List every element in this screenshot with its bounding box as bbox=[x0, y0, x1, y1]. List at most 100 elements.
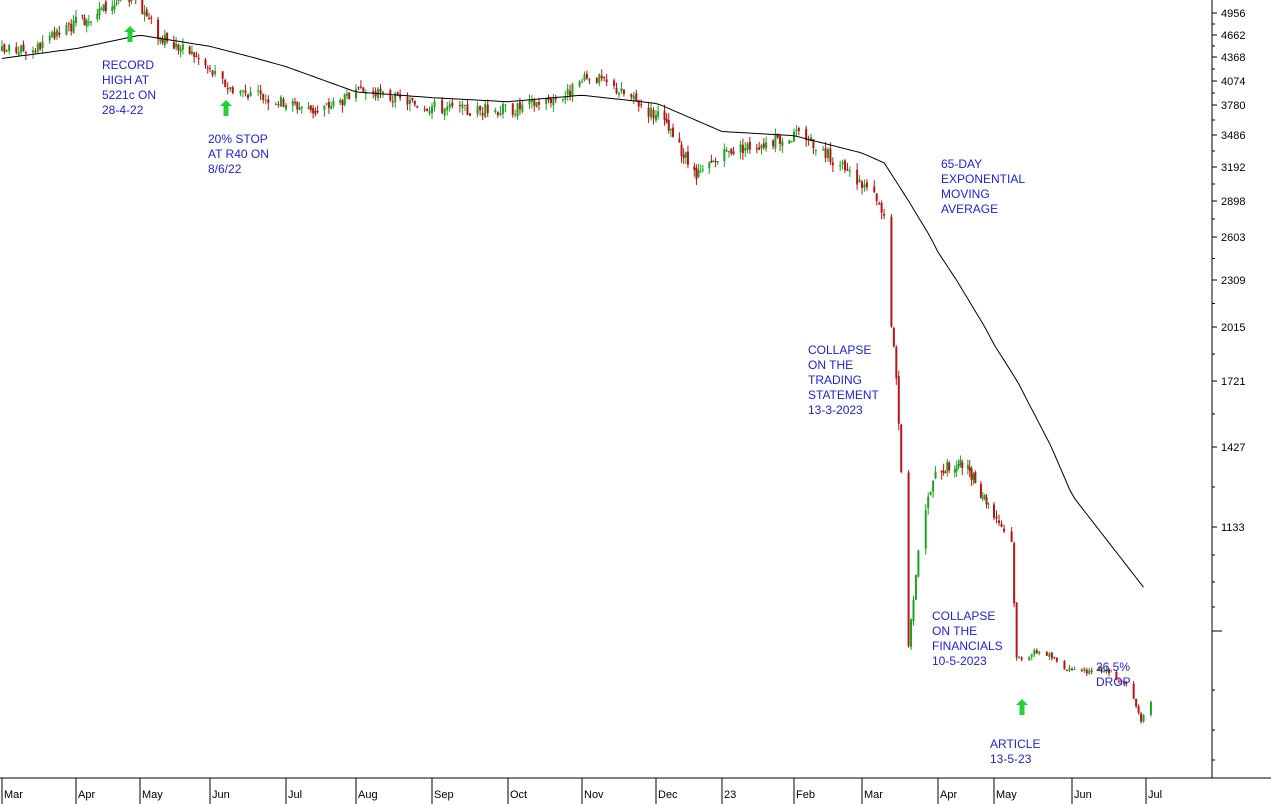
candle-body bbox=[141, 0, 144, 14]
candle bbox=[244, 84, 247, 97]
candle bbox=[701, 164, 704, 173]
candle bbox=[262, 93, 265, 104]
candle-body bbox=[1103, 671, 1106, 673]
candle-body bbox=[873, 186, 876, 193]
candle-body bbox=[961, 462, 964, 469]
candle bbox=[955, 460, 958, 477]
candle-body bbox=[613, 80, 616, 87]
candle-body bbox=[197, 57, 200, 59]
candle bbox=[345, 89, 348, 100]
candle bbox=[657, 105, 660, 120]
candle bbox=[739, 140, 742, 160]
candle bbox=[897, 370, 900, 431]
candle bbox=[479, 105, 482, 116]
candle-body bbox=[150, 17, 153, 19]
y-tick-label: 1427 bbox=[1221, 442, 1245, 454]
candle-body bbox=[229, 87, 232, 90]
candle bbox=[1010, 526, 1013, 543]
up-arrow-icon bbox=[124, 26, 136, 42]
candle bbox=[585, 70, 588, 80]
candle-body bbox=[940, 470, 943, 473]
candle bbox=[655, 109, 657, 123]
candle bbox=[341, 99, 344, 113]
candle bbox=[307, 102, 310, 110]
candle-body bbox=[249, 92, 252, 97]
annotation-text: HIGH AT bbox=[102, 73, 150, 87]
candle bbox=[75, 9, 77, 27]
candle-body bbox=[678, 138, 681, 143]
candle bbox=[934, 466, 937, 480]
x-tick-label: Mar bbox=[864, 789, 883, 801]
candle-body bbox=[1120, 680, 1123, 682]
y-tick-label: 2015 bbox=[1221, 322, 1245, 334]
candle-body bbox=[723, 148, 726, 161]
candle-body bbox=[640, 104, 643, 106]
candle-body bbox=[746, 143, 749, 151]
candle bbox=[1038, 650, 1041, 656]
candle bbox=[411, 97, 414, 103]
candle bbox=[150, 15, 153, 25]
candle bbox=[966, 459, 969, 475]
candle-body bbox=[179, 48, 182, 52]
candle-body bbox=[827, 149, 829, 159]
candle bbox=[113, 0, 116, 14]
candle bbox=[716, 160, 719, 165]
candle-body bbox=[620, 88, 623, 92]
candle-body bbox=[277, 104, 280, 106]
candle bbox=[100, 6, 103, 11]
candle bbox=[177, 43, 180, 55]
candle-body bbox=[466, 104, 469, 115]
candle-body bbox=[1088, 670, 1091, 674]
y-tick-label: 3192 bbox=[1221, 162, 1245, 174]
candle bbox=[379, 84, 382, 99]
candle bbox=[829, 142, 832, 166]
candle-body bbox=[83, 17, 86, 26]
candle bbox=[211, 69, 214, 78]
candle-body bbox=[8, 45, 11, 52]
candle-body bbox=[157, 19, 160, 40]
candle-body bbox=[458, 105, 461, 107]
candle bbox=[298, 101, 301, 111]
candle-body bbox=[779, 135, 782, 144]
candle-body bbox=[1033, 650, 1036, 655]
candle bbox=[957, 459, 960, 470]
candle bbox=[929, 491, 932, 496]
candle-body bbox=[710, 160, 713, 163]
candle bbox=[873, 180, 876, 194]
candle bbox=[917, 549, 920, 578]
candle-body bbox=[448, 104, 451, 108]
candle bbox=[111, 0, 114, 15]
candle bbox=[650, 103, 653, 121]
candle bbox=[781, 137, 784, 153]
candle-body bbox=[416, 106, 419, 108]
candle bbox=[839, 160, 842, 172]
candle bbox=[89, 21, 92, 26]
candle-body bbox=[566, 88, 569, 95]
candle bbox=[197, 53, 200, 65]
annotation-text: TRADING bbox=[808, 373, 862, 387]
candle bbox=[588, 78, 591, 85]
candle bbox=[1115, 669, 1118, 681]
candle-body bbox=[111, 6, 114, 12]
candle-body bbox=[113, 4, 116, 10]
candle-body bbox=[581, 81, 583, 83]
candle bbox=[428, 106, 431, 116]
candle-body bbox=[5, 50, 8, 52]
candle bbox=[1125, 680, 1128, 687]
candle-body bbox=[985, 497, 988, 505]
candle bbox=[316, 105, 319, 114]
annotation-text: 28-4-22 bbox=[102, 103, 144, 117]
candle bbox=[538, 97, 541, 111]
candle-body bbox=[89, 21, 92, 23]
candle bbox=[1135, 698, 1138, 709]
candle bbox=[264, 94, 267, 105]
candle bbox=[765, 136, 768, 152]
annotation-text: ARTICLE bbox=[990, 737, 1040, 751]
y-tick-label: 2603 bbox=[1221, 232, 1245, 244]
candle-body bbox=[214, 70, 217, 75]
candle bbox=[755, 143, 758, 154]
candle-body bbox=[241, 90, 244, 92]
annotation-text: 13-5-23 bbox=[990, 752, 1032, 766]
candle-body bbox=[682, 155, 685, 158]
candle bbox=[1050, 652, 1053, 661]
